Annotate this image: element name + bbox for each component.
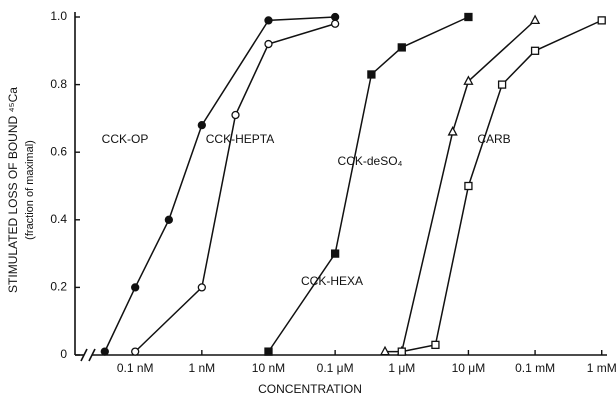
series-line (267, 16, 469, 353)
x-tick-label: 0.1 μM (317, 361, 354, 375)
x-tick-label: 1 μM (388, 361, 415, 375)
axis-break (80, 348, 88, 362)
y-tick-label: 0 (60, 347, 67, 361)
data-point (431, 340, 440, 350)
series-line (384, 19, 536, 353)
y-axis-label: STIMULATED LOSS OF BOUND ⁴⁵Ca (6, 87, 20, 293)
x-axis-label: CONCENTRATION (258, 382, 362, 396)
data-point (379, 345, 391, 356)
data-point (529, 14, 541, 25)
series-line (104, 16, 336, 352)
data-point (100, 347, 109, 356)
axis-break (88, 348, 96, 362)
data-point (447, 126, 458, 136)
x-tick-label: 0.1 mM (515, 361, 555, 375)
y-tick-label: 1.0 (50, 9, 67, 23)
series-line (401, 19, 603, 353)
data-point (397, 347, 406, 356)
data-point (197, 283, 206, 292)
y-tick-label: 0.6 (50, 144, 67, 158)
data-point (131, 283, 140, 292)
data-point (530, 46, 540, 55)
series-label: CARB (477, 132, 510, 146)
data-point (597, 16, 606, 25)
x-tick-label: 10 nM (252, 361, 285, 375)
data-point (197, 121, 206, 130)
y-tick-label: 0.4 (50, 212, 67, 226)
x-tick-label: 10 μM (452, 361, 486, 375)
data-point (231, 110, 240, 120)
x-tick-label: 1 mM (587, 361, 616, 375)
data-point (464, 181, 473, 191)
y-tick-label: 0.8 (50, 77, 67, 91)
data-point (264, 39, 273, 49)
data-point (463, 75, 474, 85)
series-label: CCK-HEPTA (206, 132, 274, 146)
series-label: CCK-deSO₄ (338, 154, 403, 168)
series-label: CCK-HEXA (301, 274, 363, 288)
x-tick-label: 0.1 nM (117, 361, 154, 375)
data-point (464, 12, 473, 22)
data-point (330, 12, 340, 22)
y-tick-label: 0.2 (50, 280, 67, 294)
data-point (497, 80, 507, 89)
data-point (131, 347, 140, 356)
data-point (330, 19, 340, 28)
data-point (264, 16, 273, 25)
data-point (164, 215, 174, 224)
data-point (397, 43, 406, 52)
series-label: CCK-OP (102, 132, 149, 146)
data-point (367, 70, 376, 79)
x-tick-label: 1 nM (188, 361, 215, 375)
data-point (330, 249, 340, 258)
data-point (264, 347, 273, 356)
y-axis-sublabel: (fraction of maximal) (24, 140, 36, 240)
